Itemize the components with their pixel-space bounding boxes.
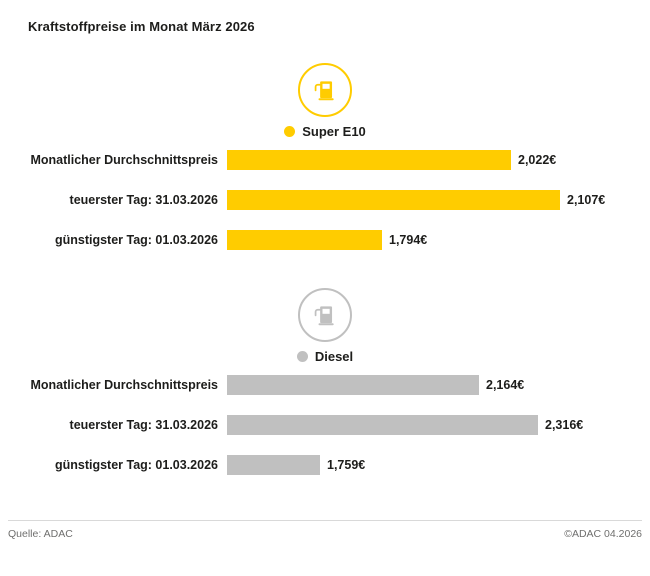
bar-label: Monatlicher Durchschnittspreis: [30, 153, 218, 167]
bar-label: teuerster Tag: 31.03.2026: [69, 193, 218, 207]
bar: [227, 190, 560, 210]
legend-label: Diesel: [314, 349, 354, 364]
fuel-pump-icon-circle: [298, 288, 352, 342]
bar-value: 2,316€: [545, 418, 584, 432]
legend-label: Super E10: [302, 124, 366, 139]
chart-title: Kraftstoffpreise im Monat März 2026: [28, 19, 255, 34]
bar-row: teuerster Tag: 31.03.2026 2,107€: [0, 190, 650, 210]
fuel-pump-icon: [314, 306, 334, 326]
group-super-e10: Super E10 Monatlicher Durchschnittspreis…: [0, 63, 650, 250]
bar-value: 1,794€: [389, 233, 428, 247]
footer-copyright: ©ADAC 04.2026: [564, 528, 642, 540]
bar-value: 2,107€: [567, 193, 606, 207]
legend-super-e10: Super E10: [0, 124, 650, 139]
bar-row: Monatlicher Durchschnittspreis 2,164€: [0, 375, 650, 395]
bar-row: Monatlicher Durchschnittspreis 2,022€: [0, 150, 650, 170]
group-diesel: Diesel Monatlicher Durchschnittspreis 2,…: [0, 288, 650, 475]
legend-dot: [284, 126, 296, 137]
bar-value: 2,164€: [486, 378, 525, 392]
bar: [227, 375, 479, 395]
legend-diesel: Diesel: [0, 349, 650, 364]
bar-label: teuerster Tag: 31.03.2026: [69, 418, 218, 432]
footer: Quelle: ADAC ©ADAC 04.2026: [8, 520, 642, 540]
bar: [227, 415, 538, 435]
bar-value: 1,759€: [327, 458, 366, 472]
bar: [227, 150, 511, 170]
bar-row: günstigster Tag: 01.03.2026 1,759€: [0, 455, 650, 475]
bar-row: günstigster Tag: 01.03.2026 1,794€: [0, 230, 650, 250]
bar: [227, 455, 320, 475]
footer-source: Quelle: ADAC: [8, 528, 73, 540]
bar-value: 2,022€: [518, 153, 557, 167]
bar-label: günstigster Tag: 01.03.2026: [54, 233, 218, 247]
legend-dot: [296, 351, 308, 362]
bar-row: teuerster Tag: 31.03.2026 2,316€: [0, 415, 650, 435]
fuel-pump-icon: [314, 81, 334, 101]
bar-label: Monatlicher Durchschnittspreis: [30, 378, 218, 392]
bar-label: günstigster Tag: 01.03.2026: [54, 458, 218, 472]
fuel-pump-icon-circle: [298, 63, 352, 117]
bar: [227, 230, 382, 250]
